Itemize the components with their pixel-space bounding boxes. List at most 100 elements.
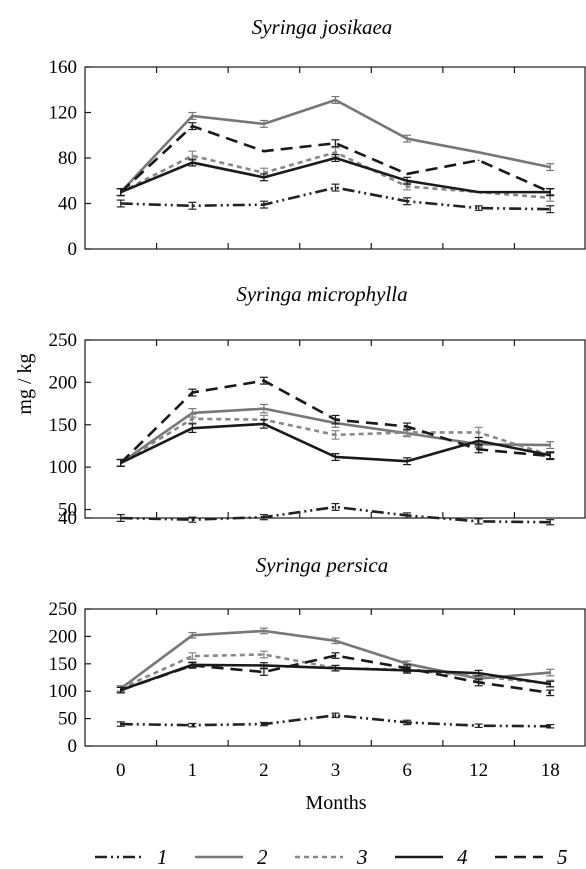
y-tick-label: 120 <box>49 103 78 124</box>
data-point-1 <box>477 207 480 209</box>
x-tick-label: 0 <box>116 760 126 781</box>
y-axis-label: mg / kg <box>14 353 36 414</box>
legend: 1 2 3 4 5 <box>95 845 568 869</box>
data-point-1 <box>477 520 480 523</box>
data-point-2 <box>549 671 552 674</box>
x-tick-label: 6 <box>402 760 412 781</box>
y-tick-label: 0 <box>68 736 78 757</box>
data-point-2 <box>334 99 337 101</box>
data-point-1 <box>477 724 480 727</box>
data-point-2 <box>191 412 194 414</box>
data-point-1 <box>191 204 194 207</box>
data-point-4 <box>477 440 480 442</box>
data-point-4 <box>263 664 265 667</box>
x-tick-label: 12 <box>469 760 488 781</box>
data-point-1 <box>549 725 552 728</box>
data-point-1 <box>334 506 337 508</box>
y-tick-label: 100 <box>49 681 78 702</box>
x-tick-label: 2 <box>259 760 269 781</box>
data-point-2 <box>549 166 552 168</box>
data-point-1 <box>406 514 408 517</box>
x-axis-label: Months <box>305 792 366 814</box>
x-tick-label: 3 <box>331 760 341 781</box>
data-point-3 <box>191 154 194 157</box>
data-point-4 <box>406 179 408 182</box>
data-point-5 <box>191 125 194 127</box>
data-point-1 <box>406 200 408 203</box>
y-tick-label: 50 <box>58 500 77 521</box>
data-point-5 <box>406 667 408 669</box>
data-point-1 <box>119 723 122 725</box>
data-point-1 <box>119 517 122 519</box>
data-point-3 <box>191 418 194 420</box>
legend-label-3: 3 <box>356 845 368 869</box>
y-tick-label: 250 <box>49 599 78 620</box>
data-point-2 <box>406 663 408 665</box>
data-point-5 <box>263 150 265 152</box>
data-point-3 <box>549 197 552 199</box>
data-point-1 <box>191 724 194 726</box>
panel-title-josikaea: Syringa josikaea <box>252 15 393 39</box>
data-point-5 <box>334 418 337 421</box>
data-point-5 <box>477 681 480 684</box>
data-point-4 <box>334 157 337 159</box>
y-tick-label: 150 <box>49 654 78 675</box>
legend-label-5: 5 <box>557 845 568 869</box>
data-point-1 <box>334 186 337 189</box>
data-point-2 <box>477 151 480 154</box>
data-point-5 <box>549 692 552 694</box>
y-tick-label: 200 <box>49 626 78 647</box>
x-tick-label: 18 <box>541 760 560 781</box>
y-tick-label: 40 <box>58 194 77 215</box>
panel-title-persica: Syringa persica <box>256 553 388 577</box>
data-point-4 <box>263 176 265 179</box>
data-point-2 <box>406 137 408 140</box>
data-point-3 <box>263 171 265 174</box>
data-point-1 <box>263 203 265 206</box>
data-point-4 <box>477 672 480 674</box>
data-point-3 <box>263 653 265 656</box>
data-point-5 <box>191 664 194 667</box>
data-point-4 <box>334 667 337 669</box>
data-point-2 <box>191 634 194 637</box>
data-point-3 <box>191 655 194 657</box>
data-point-1 <box>549 521 552 524</box>
data-point-2 <box>263 407 265 410</box>
data-point-1 <box>191 518 194 521</box>
data-point-2 <box>191 115 194 117</box>
data-point-3 <box>477 431 480 434</box>
data-point-4 <box>549 683 552 685</box>
data-point-1 <box>334 714 337 717</box>
data-point-5 <box>119 462 122 464</box>
data-point-5 <box>263 379 265 382</box>
y-tick-label: 80 <box>58 148 77 169</box>
legend-label-1: 1 <box>157 845 168 869</box>
data-point-5 <box>334 142 337 145</box>
data-point-1 <box>263 516 265 518</box>
data-point-5 <box>119 191 122 193</box>
y-tick-label: 200 <box>49 372 78 393</box>
data-point-5 <box>549 455 552 457</box>
x-tick-label: 1 <box>188 760 198 781</box>
data-point-1 <box>549 208 552 210</box>
data-point-2 <box>263 630 265 632</box>
y-tick-label: 160 <box>49 57 78 78</box>
data-point-3 <box>406 431 408 434</box>
y-tick-label: 50 <box>58 709 77 730</box>
panel-title-microphylla: Syringa microphylla <box>236 282 407 306</box>
data-point-4 <box>477 191 480 193</box>
legend-label-2: 2 <box>257 845 268 869</box>
chart-panels: 0408012016040501001502002500501001502002… <box>49 57 586 781</box>
data-point-1 <box>263 723 265 725</box>
data-point-5 <box>263 671 265 673</box>
data-point-5 <box>477 448 480 451</box>
data-point-4 <box>263 423 265 425</box>
data-point-5 <box>406 173 408 175</box>
data-point-4 <box>191 161 194 164</box>
data-point-5 <box>191 391 194 394</box>
y-tick-label: 40 <box>58 508 77 529</box>
data-point-5 <box>334 654 337 657</box>
data-point-5 <box>119 689 122 691</box>
